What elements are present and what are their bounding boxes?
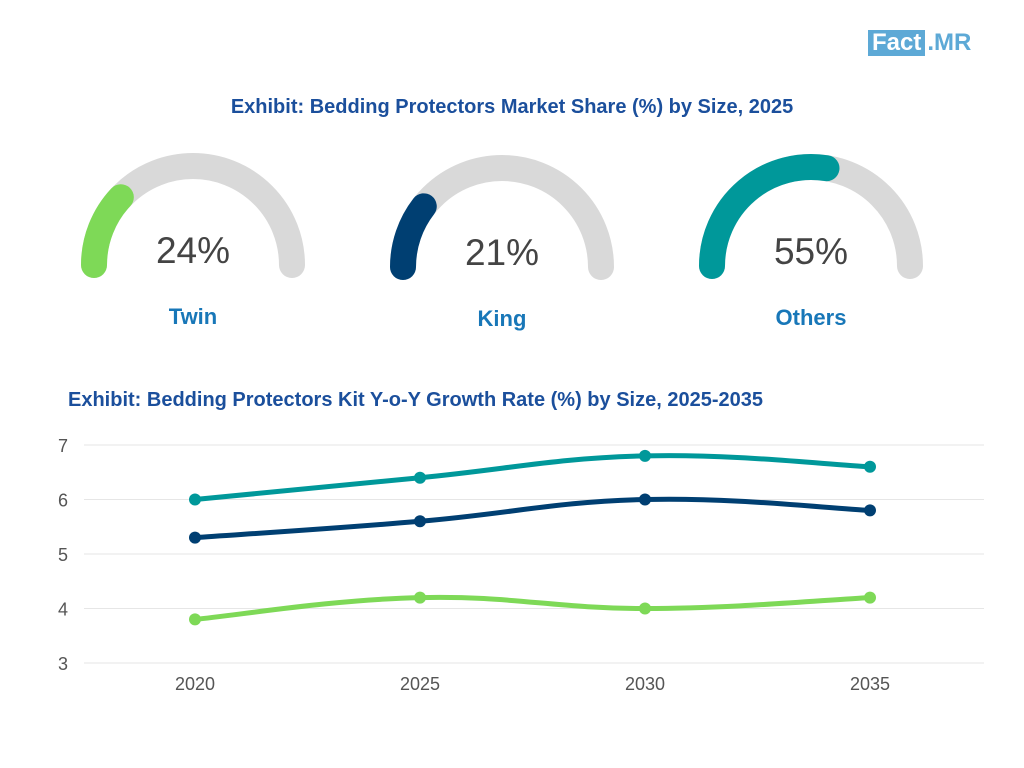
data-point-others [864,460,876,473]
series-line-king [192,496,873,541]
data-point-others [639,449,651,462]
y-tick-label: 3 [58,654,68,674]
gauge-label-king: King [478,306,527,331]
series-twin [189,591,876,626]
gauge-label-others: Others [776,305,847,330]
data-point-king [414,515,426,528]
y-tick-label: 7 [58,436,68,456]
gauge-value-king: 21% [465,232,539,273]
y-tick-label: 6 [58,491,68,511]
y-tick-label: 5 [58,545,68,565]
gauge-twin: 24% Twin [81,153,305,329]
gauge-value-twin: 24% [156,230,230,271]
factmr-logo: Fact .MR [868,30,971,56]
series-line-others [192,453,873,502]
x-tick-label: 2035 [850,674,890,694]
series-line-twin [192,594,873,622]
logo-part-mr: .MR [927,29,972,56]
series-others [189,449,876,506]
gauge-value-others: 55% [774,231,848,272]
data-point-twin [189,613,201,626]
gauge-others: 55% Others [699,154,923,330]
data-point-king [639,493,651,506]
x-tick-label: 2030 [625,674,665,694]
data-point-king [189,531,201,544]
data-point-others [189,493,201,506]
data-point-twin [864,591,876,604]
gauges-panel: 24% Twin 21% King 55% Others [81,153,923,331]
x-tick-label: 2020 [175,674,215,694]
data-point-others [414,471,426,484]
data-point-twin [414,591,426,604]
line-chart-title: Exhibit: Bedding Protectors Kit Y-o-Y Gr… [68,389,763,411]
gauge-king: 21% King [390,155,614,331]
data-point-king [864,504,876,517]
series-king [189,493,876,544]
x-tick-label: 2025 [400,674,440,694]
gauge-fill-others [699,154,840,279]
gauge-fill-twin [81,184,134,278]
gauge-fill-king [390,193,437,280]
gridlines [84,444,984,664]
logo-part-fact: Fact [868,30,926,56]
y-tick-label: 4 [58,600,68,620]
gauge-label-twin: Twin [169,304,217,329]
gauges-title: Exhibit: Bedding Protectors Market Share… [230,96,794,118]
data-point-twin [639,602,651,615]
